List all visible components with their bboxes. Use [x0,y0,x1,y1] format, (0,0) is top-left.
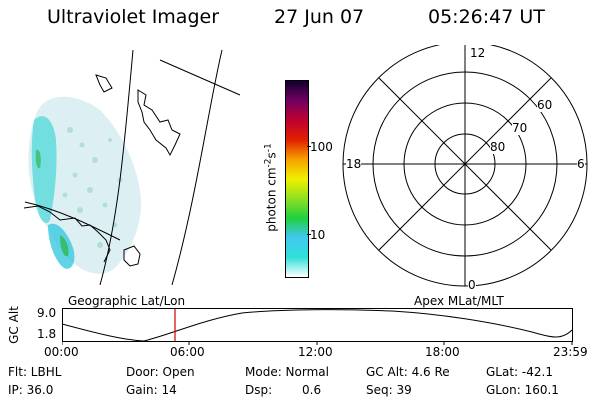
header-date: 27 Jun 07 [274,6,365,28]
timeline-tick-2359: 23:59 [553,345,588,359]
mlat-label-60: 60 [537,98,553,112]
mlt-label-12: 12 [470,46,486,60]
info-glat: GLat: -42.1 [486,365,553,379]
colorbar-tick-100: 100 [310,140,333,154]
timeline-tick-1200: 12:00 [298,345,333,359]
mlt-label-0: 0 [468,278,476,292]
mlat-label-70: 70 [512,121,528,135]
coastline-island [123,245,141,267]
info-dsp-value: 0.6 [302,383,322,397]
coastline-north-island [137,89,181,157]
polar-plot [342,45,588,287]
header-title: Ultraviolet Imager [47,6,220,28]
timeline-y-high: 9.0 [37,306,57,320]
mlat-label-80: 80 [490,140,506,154]
mlt-label-6: 6 [577,157,585,171]
info-flt: Flt: LBHL [8,365,62,379]
header-time: 05:26:47 UT [428,6,545,28]
info-ip: IP: 36.0 [8,383,54,397]
info-dsp-label: Dsp: [245,383,273,397]
colorbar-tickmark [307,234,311,235]
mlt-label-18: 18 [346,157,362,171]
info-seq: Seq: 39 [366,383,412,397]
coastline-south-island [95,74,113,93]
timeline-tick-1800: 18:00 [425,345,460,359]
info-gcalt: GC Alt: 4.6 Re [366,365,450,379]
timeline-y-low: 1.8 [37,327,57,341]
timeline-title-left: Geographic Lat/Lon [68,294,186,308]
geographic-map [23,50,241,285]
colorbar-tickmark [307,146,311,147]
timeline-tick-0000: 00:00 [44,345,79,359]
timeline-title-right: Apex MLat/MLT [414,294,504,308]
info-gain: Gain: 14 [126,383,177,397]
colorbar-tick-10: 10 [310,228,326,242]
colorbar [285,80,309,278]
uv-image-band [31,116,57,224]
colorbar-gradient [286,81,308,277]
info-glon: GLon: 160.1 [486,383,559,397]
colorbar-unit-label: photon cm-2s-1 [263,143,279,232]
timeline-tick-0600: 06:00 [170,345,205,359]
info-mode: Mode: Normal [245,365,329,379]
timeline-plot [62,308,573,345]
info-door: Door: Open [126,365,195,379]
timeline-ylabel: GC Alt [6,306,21,344]
